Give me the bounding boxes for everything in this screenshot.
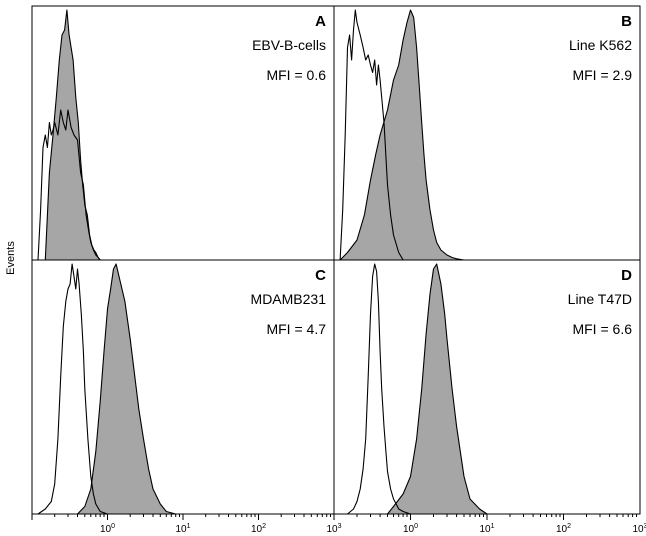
- sample-label-c: MDAMB231: [251, 291, 327, 307]
- sample-label-a: EBV-B-cells: [252, 37, 326, 53]
- sample-label-d: Line T47D: [568, 291, 632, 307]
- mfi-label-c: MFI = 4.7: [266, 321, 326, 337]
- x-tick-label: 100: [100, 523, 115, 535]
- panel-b: B Line K562 MFI = 2.9: [339, 9, 632, 261]
- panel-c: C MDAMB231 MFI = 4.7: [37, 263, 327, 515]
- mfi-label-b: MFI = 2.9: [572, 67, 632, 83]
- panel-a: A EBV-B-cells MFI = 0.6: [37, 9, 326, 261]
- histogram-control-c: [37, 263, 109, 515]
- mfi-label-a: MFI = 0.6: [266, 67, 326, 83]
- histogram-control-a: [37, 109, 101, 261]
- x-tick-label: 101: [175, 523, 190, 535]
- x-tick-label: 102: [556, 523, 571, 535]
- histogram-control-b: [339, 9, 404, 261]
- panel-letter-d: D: [621, 267, 632, 284]
- panel-letter-b: B: [621, 13, 632, 30]
- sample-label-b: Line K562: [569, 37, 632, 53]
- panel-letter-a: A: [315, 13, 326, 30]
- y-axis-label: Events: [5, 241, 17, 275]
- histogram-stained-a: [44, 9, 101, 261]
- histogram-stained-c: [76, 263, 177, 515]
- panel-d: D Line T47D MFI = 6.6: [346, 263, 632, 515]
- x-tick-label: 100: [403, 523, 418, 535]
- x-tick-label: 102: [251, 523, 266, 535]
- x-tick-label: 103: [326, 523, 341, 535]
- panels-group: A EBV-B-cells MFI = 0.6 B Line K562 MFI = 2.9…: [31, 5, 641, 515]
- mfi-label-d: MFI = 6.6: [572, 321, 632, 337]
- panel-letter-c: C: [315, 267, 326, 284]
- histogram-control-d: [346, 263, 412, 515]
- histogram-stained-b: [339, 9, 465, 261]
- x-tick-label: 103: [632, 523, 646, 535]
- x-axis-ticks: 100 101 102 103 100 101 102 103: [31, 514, 646, 535]
- x-tick-label: 101: [479, 523, 494, 535]
- histogram-stained-d: [386, 263, 488, 515]
